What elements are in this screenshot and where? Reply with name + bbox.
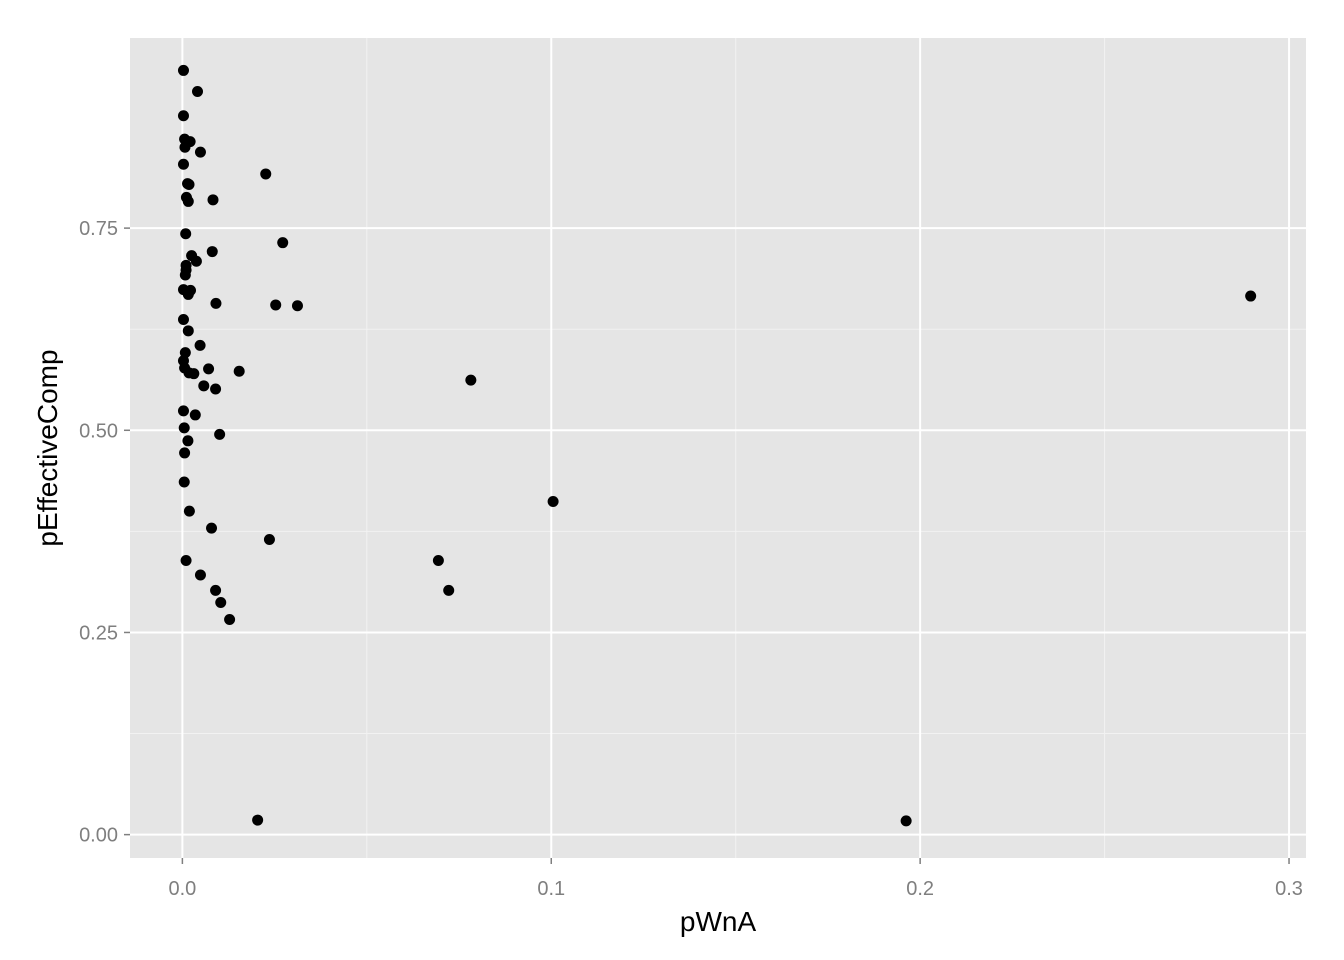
data-point [189,409,201,421]
x-tick-label: 0.2 [906,878,934,900]
y-tick-label: 0.75 [79,218,118,240]
data-point [900,815,912,827]
data-points [177,64,1257,827]
x-axis-title: pWnA [680,906,757,937]
data-point [177,158,189,170]
data-point [194,569,206,581]
plot-panel [130,38,1306,858]
y-tick-label: 0.25 [79,622,118,644]
data-point [214,428,226,440]
data-point [443,584,455,596]
data-point [194,146,206,158]
data-point [179,447,191,459]
data-point [178,422,190,434]
y-axis-title: pEffectiveComp [32,349,63,546]
data-point [192,85,204,97]
data-point [206,246,218,258]
y-axis-ticks: 0.00 0.25 0.50 0.75 [79,218,130,847]
data-point [210,297,222,309]
data-point [190,255,202,267]
data-point [277,237,289,249]
data-point [432,554,444,566]
data-point [180,554,192,566]
data-point [252,814,264,826]
data-point [179,141,191,153]
data-point [194,339,206,351]
data-point [233,365,245,377]
data-point [177,110,189,122]
data-point [203,363,215,375]
data-point [270,299,282,311]
x-tick-label: 0.1 [537,878,565,900]
data-point [547,495,559,507]
data-point [178,476,190,488]
x-tick-label: 0.0 [168,878,196,900]
data-point [263,533,275,545]
x-axis-ticks: 0.0 0.1 0.2 0.3 [168,858,1303,900]
data-point [198,380,210,392]
data-point [183,505,195,517]
data-point [179,269,191,281]
x-tick-label: 0.3 [1275,878,1303,900]
data-point [182,288,194,300]
minor-gridlines [130,38,1306,858]
data-point [182,435,194,447]
data-point [182,325,194,337]
data-point [260,168,272,180]
data-point [210,584,222,596]
data-point [215,597,227,609]
data-point [188,368,200,380]
major-gridlines [130,38,1306,858]
data-point [180,228,192,240]
y-tick-label: 0.50 [79,420,118,442]
data-point [182,195,194,207]
data-point [1245,290,1257,302]
data-point [291,300,303,312]
data-point [210,383,222,395]
data-point [177,64,189,76]
data-point [177,405,189,417]
y-tick-label: 0.00 [79,825,118,847]
data-point [177,314,189,326]
data-point [183,178,195,190]
data-point [206,522,218,534]
data-point [207,194,219,206]
data-point [465,374,477,386]
data-point [224,614,236,626]
